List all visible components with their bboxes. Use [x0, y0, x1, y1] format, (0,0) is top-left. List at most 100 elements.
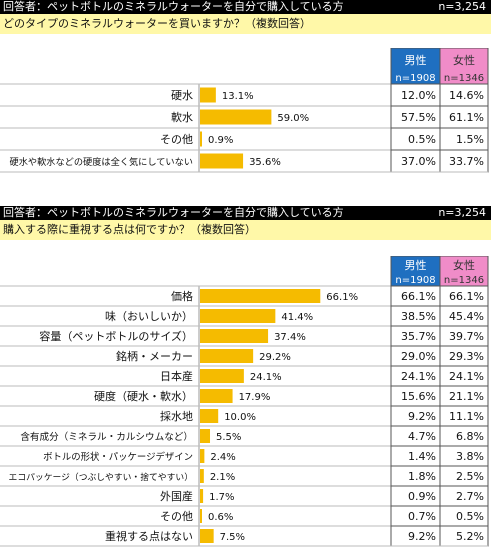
category-label: 容量（ペットボトルのサイズ）	[39, 329, 193, 343]
female-value: 2.7%	[456, 490, 484, 503]
value-label: 2.1%	[210, 472, 235, 483]
value-label: 41.4%	[281, 312, 313, 323]
female-label: 女性	[453, 258, 475, 272]
female-n: n=1346	[444, 275, 484, 286]
value-label: 10.0%	[224, 412, 256, 423]
bar	[200, 529, 214, 543]
category-label: 採水地	[160, 409, 193, 423]
bar	[200, 449, 205, 463]
section1-sample-size: n=3,254	[438, 0, 486, 13]
female-value: 29.3%	[449, 350, 484, 363]
value-label: 37.4%	[274, 332, 306, 343]
value-label: 7.5%	[220, 532, 245, 543]
category-label: 価格	[171, 289, 193, 303]
female-n: n=1346	[444, 73, 484, 84]
category-label: 軟水	[171, 110, 193, 124]
male-header-cell	[390, 256, 441, 287]
bar	[200, 329, 269, 343]
bar	[200, 509, 202, 523]
section2-sample-size: n=3,254	[438, 206, 486, 219]
value-label: 17.9%	[239, 392, 271, 403]
female-value: 0.5%	[456, 510, 484, 523]
male-n: n=1908	[395, 275, 435, 286]
female-value: 6.8%	[456, 430, 484, 443]
chart-1: 男性 n=1908 女性 n=1346 硬水 13.1% 12.0% 14.6% 軟水 59.0%…	[0, 48, 489, 173]
value-label: 29.2%	[259, 352, 291, 363]
female-value: 11.1%	[449, 410, 484, 423]
male-value: 24.1%	[401, 370, 436, 383]
female-value: 39.7%	[449, 330, 484, 343]
category-label: 日本産	[160, 369, 193, 383]
male-value: 9.2%	[408, 530, 436, 543]
male-value: 12.0%	[401, 89, 436, 102]
value-label: 35.6%	[249, 157, 281, 168]
value-label: 66.1%	[326, 292, 358, 303]
section2-question: 購入する際に重視する点は何ですか？（複数回答）	[3, 223, 256, 236]
male-value: 0.7%	[408, 510, 436, 523]
male-header-cell	[390, 48, 441, 85]
female-value: 1.5%	[456, 133, 484, 146]
female-value: 66.1%	[449, 290, 484, 303]
value-label: 13.1%	[222, 91, 254, 102]
male-value: 29.0%	[401, 350, 436, 363]
category-label: 味（おいしいか）	[105, 310, 193, 323]
section2-header: 回答者：ペットボトルのミネラルウォーターを自分で購入している方 n=3,254	[0, 206, 491, 220]
section2-respondents: 回答者：ペットボトルのミネラルウォーターを自分で購入している方	[3, 206, 344, 219]
female-value: 5.2%	[456, 530, 484, 543]
section1-header: 回答者：ペットボトルのミネラルウォーターを自分で購入している方 n=3,254	[0, 0, 491, 14]
bar	[200, 131, 202, 147]
male-value: 1.4%	[408, 450, 436, 463]
value-label: 2.4%	[210, 452, 235, 463]
category-label: ボトルの形状・パッケージデザイン	[43, 451, 193, 463]
male-value: 0.5%	[408, 133, 436, 146]
value-label: 0.6%	[208, 512, 233, 523]
female-value: 24.1%	[449, 370, 484, 383]
male-value: 9.2%	[408, 410, 436, 423]
female-value: 45.4%	[449, 310, 484, 323]
bar	[200, 409, 219, 423]
bar	[200, 469, 204, 483]
bar	[200, 153, 244, 169]
male-value: 57.5%	[401, 111, 436, 124]
category-label: 外国産	[160, 490, 193, 503]
female-header-cell	[439, 48, 489, 85]
male-label: 男性	[405, 53, 427, 67]
bar	[200, 389, 233, 403]
section2-question-bar: 購入する際に重視する点は何ですか？（複数回答）	[0, 220, 491, 240]
category-label: 硬水や軟水などの硬度は全く気にしていない	[10, 156, 193, 168]
section1-respondents: 回答者：ペットボトルのミネラルウォーターを自分で購入している方	[3, 0, 344, 13]
male-value: 0.9%	[408, 490, 436, 503]
male-value: 4.7%	[408, 430, 436, 443]
bar	[200, 489, 204, 503]
category-label: 含有成分（ミネラル・カルシウムなど）	[20, 431, 193, 443]
section1-question-bar: どのタイプのミネラルウォーターを買いますか？（複数回答）	[0, 14, 491, 34]
bar	[200, 289, 321, 303]
bar	[200, 429, 211, 443]
bar	[200, 87, 216, 103]
male-value: 38.5%	[401, 310, 436, 323]
male-value: 35.7%	[401, 330, 436, 343]
female-value: 33.7%	[449, 155, 484, 168]
value-label: 59.0%	[277, 113, 309, 124]
female-value: 21.1%	[449, 390, 484, 403]
category-label: 硬度（硬水・軟水）	[94, 389, 193, 403]
bar	[200, 109, 272, 125]
female-value: 2.5%	[456, 470, 484, 483]
value-label: 0.9%	[208, 135, 233, 146]
category-label: 硬水	[171, 89, 193, 102]
chart-2: 男性 n=1908 女性 n=1346 価格 66.1% 66.1% 66.1% 味（おいしいか…	[0, 256, 489, 547]
female-value: 61.1%	[449, 111, 484, 124]
category-label: エコパッケージ（つぶしやすい・捨てやすい）	[9, 471, 193, 483]
female-value: 3.8%	[456, 450, 484, 463]
male-value: 66.1%	[401, 290, 436, 303]
male-value: 37.0%	[401, 155, 436, 168]
value-label: 24.1%	[250, 372, 282, 383]
section1-question: どのタイプのミネラルウォーターを買いますか？（複数回答）	[3, 17, 311, 30]
female-label: 女性	[453, 53, 475, 67]
male-n: n=1908	[395, 73, 435, 84]
value-label: 5.5%	[216, 432, 241, 443]
value-label: 1.7%	[209, 492, 234, 503]
female-value: 14.6%	[449, 89, 484, 102]
category-label: 重視する点はない	[105, 529, 193, 543]
category-label: その他	[160, 510, 193, 523]
